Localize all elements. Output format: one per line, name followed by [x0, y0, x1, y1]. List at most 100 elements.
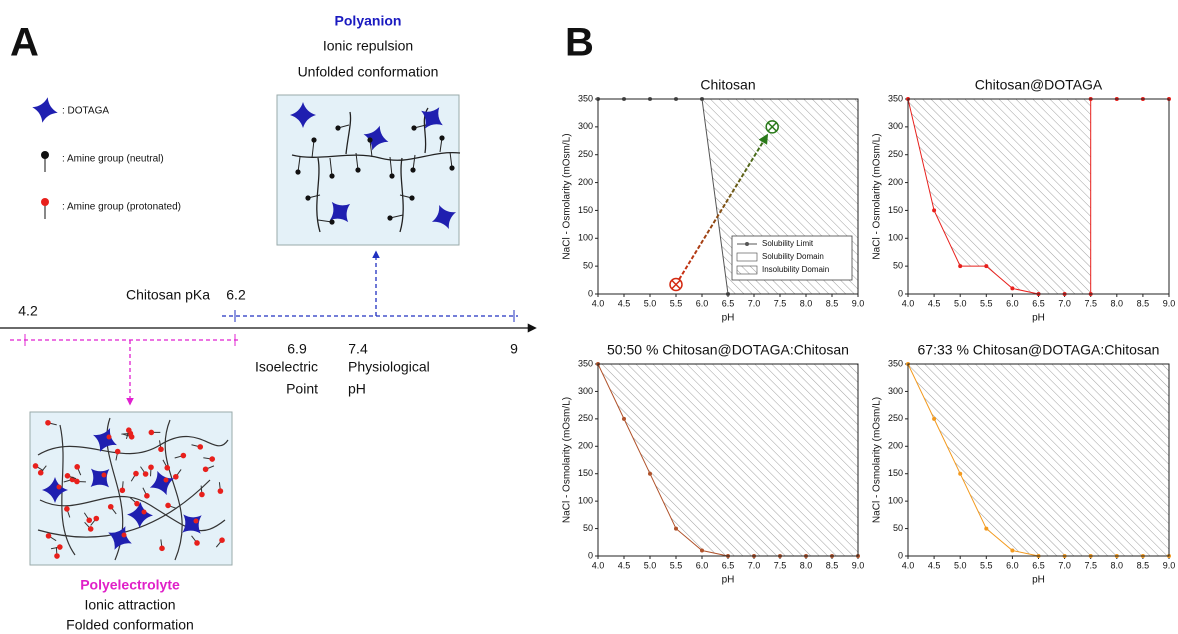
chart-title: Chitosan — [700, 77, 755, 93]
data-point — [984, 264, 989, 269]
y-tick-label: 150 — [578, 205, 593, 215]
amine-protonated — [133, 470, 139, 477]
x-tick-label: 8.5 — [826, 298, 839, 308]
data-point — [674, 526, 678, 531]
amine-protonated — [159, 545, 165, 552]
amine-protonated — [163, 477, 169, 483]
plot-frame — [597, 363, 859, 557]
amine-protonated — [219, 537, 225, 543]
x-axis-label: pH — [1032, 313, 1045, 324]
y-tick-label: 0 — [588, 550, 593, 560]
chart-title: 67:33 % Chitosan@DOTAGA:Chitosan — [918, 342, 1160, 358]
amine-protonated — [202, 466, 209, 473]
amine-protonated — [57, 544, 63, 550]
y-tick-label: 0 — [898, 550, 903, 560]
x-tick-label: 7.0 — [1058, 298, 1071, 308]
x-axis-label: pH — [722, 575, 735, 586]
insolubility-region — [598, 364, 858, 556]
x-tick-label: 9.0 — [852, 560, 865, 570]
y-tick-label: 100 — [888, 233, 903, 243]
amine-protonated — [148, 429, 155, 436]
x-tick-label: 7.0 — [748, 298, 761, 308]
data-point — [932, 416, 937, 421]
x-tick-label: 8.5 — [1137, 560, 1150, 570]
x-tick-label: 6.0 — [696, 298, 709, 308]
x-tick-label: 5.0 — [644, 560, 657, 570]
amine-protonated — [45, 419, 51, 426]
ph-tick: 9 — [510, 341, 518, 357]
ph-tick: 4.2 — [18, 303, 38, 319]
amine-protonated — [45, 533, 52, 539]
x-tick-label: 4.5 — [928, 560, 941, 570]
y-tick-label: 0 — [588, 288, 593, 298]
amine-neutral — [367, 137, 373, 143]
amine-protonated — [86, 517, 93, 524]
y-tick-label: 250 — [888, 149, 903, 159]
amine-protonated — [217, 488, 224, 494]
amine-neutral — [295, 169, 301, 175]
x-tick-label: 4.0 — [592, 560, 605, 570]
amine-neutral — [389, 156, 393, 177]
amine-protonated — [37, 469, 44, 476]
y-tick-label: 350 — [888, 358, 903, 368]
x-tick-label: 8.0 — [1111, 298, 1124, 308]
y-tick-label: 200 — [888, 177, 903, 187]
x-tick-label: 5.5 — [670, 298, 683, 308]
amine-protonated — [148, 464, 154, 471]
amine-protonated — [134, 500, 140, 507]
amine-protonated — [199, 491, 205, 498]
amine-neutral — [449, 165, 455, 171]
data-point — [932, 208, 937, 213]
y-tick-label: 250 — [578, 149, 593, 159]
amine-neutral — [410, 167, 416, 173]
y-axis-label: NaCl - Osmolarity (mOsm/L) — [562, 133, 573, 259]
y-tick-label: 350 — [578, 93, 593, 103]
legend-label: : Amine group (neutral) — [62, 154, 164, 165]
amine-neutral — [389, 173, 395, 179]
polyelectrolyte-box — [29, 411, 233, 566]
y-tick-label: 100 — [578, 233, 593, 243]
ph-tick: 6.2 — [226, 287, 246, 303]
neutral-icon — [41, 151, 49, 172]
y-axis-label: NaCl - Osmolarity (mOsm/L) — [562, 397, 573, 523]
amine-protonated — [106, 434, 112, 440]
y-tick-label: 300 — [578, 121, 593, 131]
data-point — [648, 471, 652, 476]
y-tick-label: 300 — [578, 386, 593, 396]
amine-protonated — [144, 493, 150, 499]
amine-protonated — [56, 484, 62, 490]
amine-protonated — [164, 465, 171, 471]
amine-protonated — [121, 532, 127, 538]
y-tick-label: 200 — [578, 441, 593, 451]
x-tick-label: 6.0 — [1006, 298, 1019, 308]
y-tick-label: 100 — [578, 496, 593, 506]
x-tick-label: 4.5 — [618, 560, 631, 570]
y-tick-label: 50 — [583, 523, 593, 533]
polyelectrolyte-text: Folded conformation — [66, 617, 194, 633]
legend-label: Insolubility Domain — [762, 265, 829, 274]
y-tick-label: 350 — [578, 358, 593, 368]
amine-protonated — [158, 446, 164, 453]
amine-neutral — [409, 195, 415, 201]
amine-protonated — [119, 487, 126, 494]
plot-frame — [907, 98, 1170, 295]
pka-label: Chitosan pKa — [126, 287, 210, 303]
amine-protonated — [64, 473, 71, 479]
ph-tick: 7.4 — [348, 341, 368, 357]
amine-protonated — [180, 452, 187, 459]
amine-protonated — [74, 464, 80, 470]
amine-neutral — [355, 152, 359, 171]
amine-protonated — [197, 444, 204, 450]
y-tick-label: 150 — [888, 468, 903, 478]
dotaga-icon — [29, 94, 61, 126]
plot-frame — [907, 363, 1170, 557]
x-tick-label: 7.0 — [1058, 560, 1071, 570]
x-tick-label: 6.5 — [1032, 298, 1045, 308]
ph-tick: 6.9 — [287, 341, 307, 357]
state-marker-cross — [767, 122, 777, 132]
amine-protonated — [141, 509, 147, 515]
x-tick-label: 4.5 — [928, 298, 941, 308]
amine-protonated — [93, 515, 100, 522]
y-tick-label: 200 — [888, 441, 903, 451]
